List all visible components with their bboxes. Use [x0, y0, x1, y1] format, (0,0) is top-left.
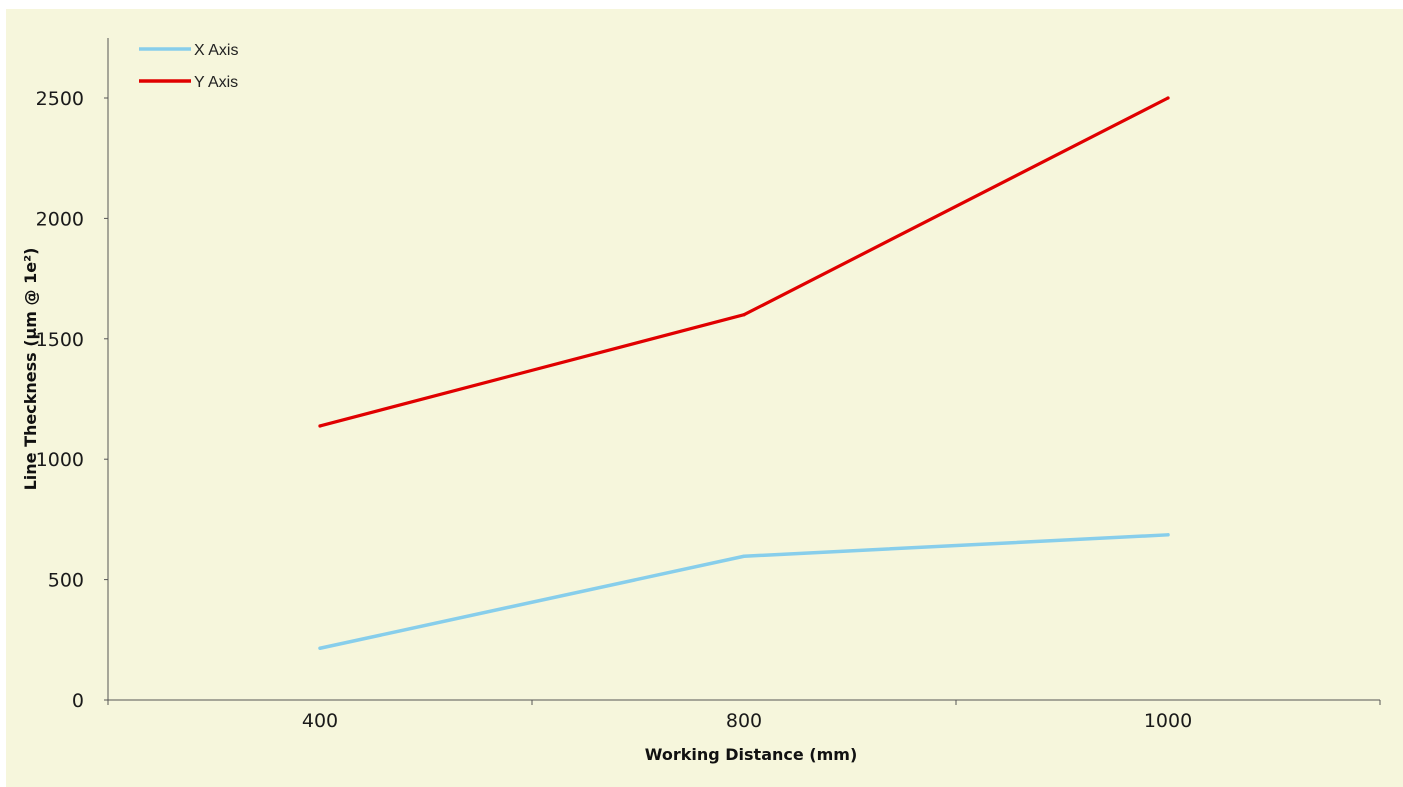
series-1-point: [1166, 533, 1170, 537]
y-tick-group: 0 500 1000 1500 2000 2500: [36, 88, 108, 712]
legend-label-1: X Axis: [194, 42, 238, 59]
x-tick-label: 1000: [1144, 710, 1192, 732]
series-line-1: [318, 533, 1170, 650]
series-2-point: [742, 313, 746, 317]
x-tick-group: 400 800 1000: [107, 700, 1381, 732]
series-line-2: [318, 96, 1170, 428]
chart-background: [6, 9, 1403, 787]
y-tick-label: 1000: [36, 449, 84, 471]
series-2-point: [1166, 96, 1170, 100]
y-tick-label: 2500: [36, 88, 84, 110]
y-tick-label: 0: [72, 690, 84, 712]
x-tick-label: 800: [726, 710, 762, 732]
x-axis-title: Working Distance (mm): [645, 745, 858, 764]
y-axis-title: Line Theckness (µm @ 1e²): [21, 248, 40, 491]
legend-label-2: Y Axis: [194, 74, 238, 91]
x-tick-label: 400: [302, 710, 338, 732]
y-tick-label: 500: [48, 570, 84, 592]
series-2-point: [318, 424, 322, 428]
legend: X Axis Y Axis: [139, 42, 238, 91]
y-tick-label: 1500: [36, 329, 84, 351]
series-1-point: [742, 554, 746, 558]
series-group: [318, 96, 1170, 650]
y-tick-label: 2000: [36, 208, 84, 230]
series-1-point: [318, 646, 322, 650]
